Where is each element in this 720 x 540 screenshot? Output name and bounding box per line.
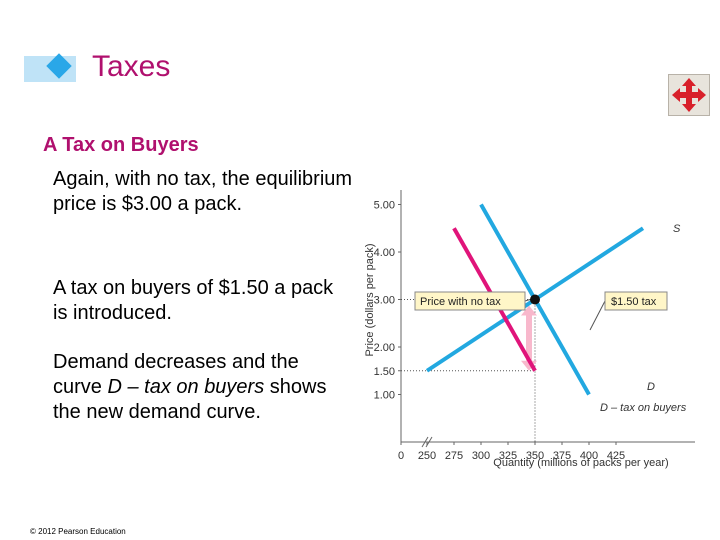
paragraph-curve-name: D – tax on buyers <box>107 376 265 398</box>
demand-minus-tax-label: D – tax on buyers <box>600 402 687 414</box>
x-tick-label: 250 <box>418 450 436 462</box>
demand-minus-tax-curve <box>452 227 537 372</box>
paragraph-demand-decreases: Demand decreases and the curve D – tax o… <box>53 350 333 425</box>
paragraph-equilibrium: Again, with no tax, the equilibrium pric… <box>53 168 353 215</box>
y-tick-label: 3.00 <box>374 295 395 307</box>
x-tick-label: 275 <box>445 450 463 462</box>
paragraph-text-start: Demand decreases and the curve <box>53 351 299 398</box>
copyright-notice: © 2012 Pearson Education <box>30 527 126 536</box>
annotation-leader <box>589 300 606 331</box>
annotation-box <box>414 291 526 311</box>
tax-arrow-shaft <box>526 313 532 363</box>
supply-curve-label: S <box>673 223 681 235</box>
x-tick-label: 375 <box>553 450 571 462</box>
annotation-leader <box>524 299 531 302</box>
tax-on-buyers-chart: 1.00 1.50 2.00 3.00 4.00 5.00 0 250 275 300 325 350… <box>364 190 695 469</box>
section-heading: A Tax on Buyers <box>43 134 199 156</box>
annotation-tax-amount: $1.50 tax <box>611 296 657 308</box>
slide-title: Taxes <box>92 50 171 83</box>
x-tick-label: 325 <box>499 450 517 462</box>
y-tick-label: 1.50 <box>374 366 395 378</box>
x-tick-label: 300 <box>472 450 490 462</box>
y-tick-label: 1.00 <box>374 390 395 402</box>
four-way-arrow-icon[interactable] <box>668 74 710 116</box>
equilibrium-point <box>530 294 540 305</box>
annotation-box <box>604 291 668 311</box>
tax-arrow-head-top <box>521 305 537 316</box>
y-tick-label: 2.00 <box>374 342 395 354</box>
x-tick-label: 425 <box>607 450 625 462</box>
axis-break-mark <box>425 436 433 448</box>
y-axis-title: Price (dollars per pack) <box>364 243 376 356</box>
y-tick-label: 4.00 <box>374 247 395 259</box>
annotation-price-no-tax: Price with no tax <box>420 296 501 308</box>
x-tick-label: 400 <box>580 450 598 462</box>
paragraph-text-end: shows the new demand curve. <box>53 376 327 423</box>
x-tick-label: 0 <box>398 450 404 462</box>
demand-curve-label: D <box>647 381 655 393</box>
paragraph-tax-introduced: A tax on buyers of $1.50 a pack is intro… <box>53 277 334 324</box>
x-tick-label: 350 <box>526 450 544 462</box>
y-tick-label: 5.00 <box>374 200 395 212</box>
axis-break-mark <box>421 436 429 448</box>
x-axis-title: Quantity (millions of packs per year) <box>493 457 668 469</box>
